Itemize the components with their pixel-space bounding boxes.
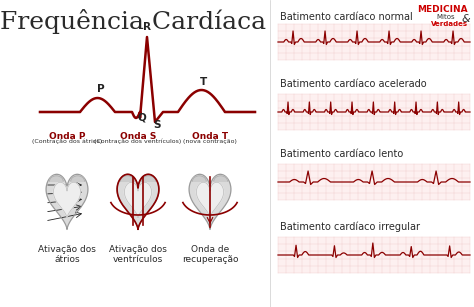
- Text: Onda P: Onda P: [49, 132, 85, 141]
- Polygon shape: [142, 176, 155, 181]
- Text: Onda de
recuperação: Onda de recuperação: [182, 245, 238, 264]
- Text: Onda S: Onda S: [120, 132, 156, 141]
- Text: Onda T: Onda T: [192, 132, 228, 141]
- Text: Frequência Cardíaca: Frequência Cardíaca: [0, 9, 266, 34]
- Polygon shape: [192, 176, 206, 181]
- Text: S: S: [153, 120, 161, 130]
- Text: (Contração dos ventrículos): (Contração dos ventrículos): [94, 139, 182, 145]
- Text: (nova contração): (nova contração): [183, 139, 237, 144]
- Polygon shape: [117, 174, 159, 229]
- Text: R: R: [143, 22, 151, 32]
- Polygon shape: [54, 182, 81, 218]
- Polygon shape: [71, 176, 84, 181]
- Polygon shape: [196, 182, 224, 218]
- Text: Batimento cardíaco irregular: Batimento cardíaco irregular: [280, 222, 420, 232]
- Text: (Contração dos átrios): (Contração dos átrios): [32, 139, 102, 145]
- Polygon shape: [214, 176, 228, 181]
- Text: Batimento cardíaco acelerado: Batimento cardíaco acelerado: [280, 79, 427, 89]
- Polygon shape: [49, 176, 63, 181]
- Polygon shape: [120, 176, 134, 181]
- Text: MEDICINA: MEDICINA: [418, 5, 468, 14]
- Bar: [278, 164, 470, 200]
- Polygon shape: [189, 174, 231, 229]
- Text: Batimento cardíaco lento: Batimento cardíaco lento: [280, 149, 403, 159]
- Text: Verdades: Verdades: [431, 21, 468, 27]
- Bar: [278, 94, 470, 130]
- Polygon shape: [124, 182, 152, 218]
- Text: Mitos: Mitos: [437, 14, 455, 20]
- Text: Ativação dos
ventrículos: Ativação dos ventrículos: [109, 245, 167, 264]
- Text: Q: Q: [138, 113, 147, 123]
- Text: T: T: [200, 77, 207, 87]
- Text: Ativação dos
átrios: Ativação dos átrios: [38, 245, 96, 264]
- Bar: [278, 24, 470, 60]
- Text: P: P: [97, 84, 105, 94]
- Bar: [278, 237, 470, 273]
- Polygon shape: [46, 174, 88, 229]
- Text: Batimento cardíaco normal: Batimento cardíaco normal: [280, 12, 413, 22]
- Text: &: &: [461, 14, 470, 24]
